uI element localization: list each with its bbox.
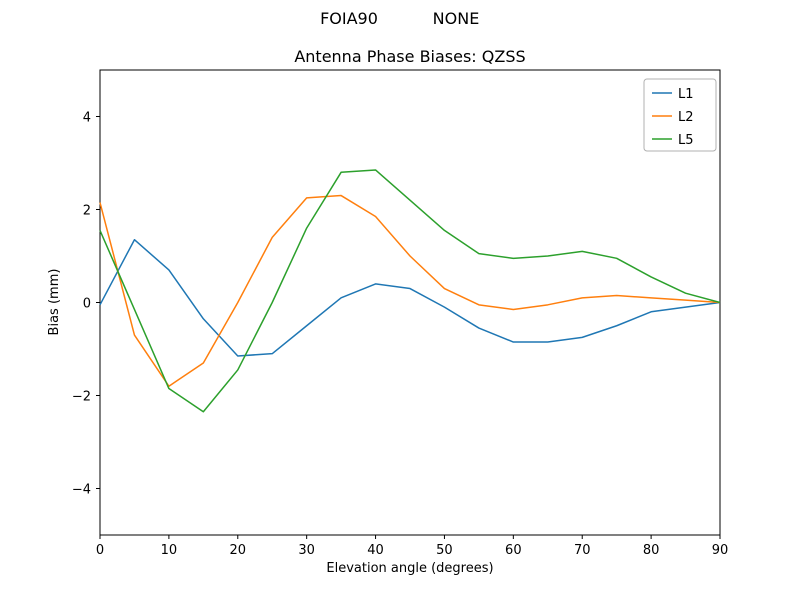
y-axis-label: Bias (mm) xyxy=(47,269,62,336)
x-tick-label: 20 xyxy=(230,543,247,558)
x-tick-label: 10 xyxy=(161,543,178,558)
x-tick-label: 0 xyxy=(96,543,104,558)
suptitle-right: NONE xyxy=(433,9,480,28)
series-line-L5 xyxy=(99,169,721,413)
suptitle-left: FOIA90 xyxy=(320,9,378,28)
x-axis-label: Elevation angle (degrees) xyxy=(326,561,493,576)
y-tick-label: 4 xyxy=(83,111,91,126)
y-tick-label: 2 xyxy=(83,204,91,219)
legend: L1 L2 L5 xyxy=(643,78,717,152)
legend-label-L1: L1 xyxy=(678,87,694,102)
plot-lines xyxy=(99,169,721,413)
x-tick-label: 50 xyxy=(436,543,453,558)
x-tick-label: 30 xyxy=(298,543,315,558)
y-tick-label: −2 xyxy=(72,390,91,405)
y-axis-ticks: −4 −2 0 2 4 xyxy=(72,111,100,498)
y-tick-label: 0 xyxy=(83,297,91,312)
legend-box xyxy=(643,78,717,152)
series-line-L1 xyxy=(99,238,721,357)
axes-title: Antenna Phase Biases: QZSS xyxy=(294,47,525,66)
x-tick-label: 70 xyxy=(574,543,591,558)
x-tick-label: 60 xyxy=(505,543,522,558)
x-tick-label: 90 xyxy=(712,543,729,558)
y-tick-label: −4 xyxy=(72,483,91,498)
x-tick-label: 80 xyxy=(643,543,660,558)
x-axis-ticks: 0 10 20 30 40 50 60 70 80 90 xyxy=(96,535,728,558)
x-tick-label: 40 xyxy=(367,543,384,558)
legend-label-L5: L5 xyxy=(678,133,694,148)
series-line-L2 xyxy=(99,194,721,387)
legend-label-L2: L2 xyxy=(678,110,694,125)
axes-frame xyxy=(99,69,721,536)
